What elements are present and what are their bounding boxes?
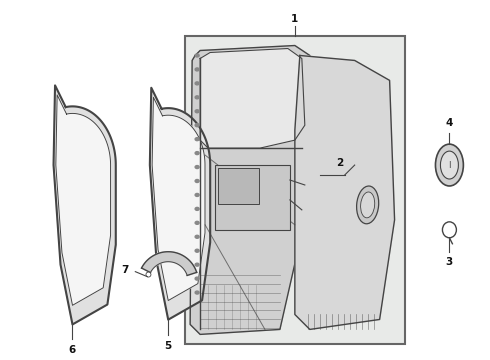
Polygon shape bbox=[53, 85, 116, 324]
Polygon shape bbox=[200, 49, 305, 148]
Ellipse shape bbox=[436, 144, 464, 186]
Ellipse shape bbox=[195, 96, 199, 99]
Text: 3: 3 bbox=[446, 257, 453, 267]
Ellipse shape bbox=[195, 110, 199, 113]
Ellipse shape bbox=[195, 277, 199, 280]
Ellipse shape bbox=[357, 186, 379, 224]
Ellipse shape bbox=[361, 192, 375, 218]
Ellipse shape bbox=[195, 166, 199, 168]
Ellipse shape bbox=[195, 138, 199, 141]
Polygon shape bbox=[152, 97, 205, 301]
FancyBboxPatch shape bbox=[215, 165, 290, 230]
Text: 7: 7 bbox=[122, 265, 129, 275]
Ellipse shape bbox=[195, 249, 199, 252]
Polygon shape bbox=[56, 95, 111, 305]
Ellipse shape bbox=[195, 124, 199, 127]
Polygon shape bbox=[190, 45, 315, 334]
Text: 2: 2 bbox=[336, 158, 343, 168]
Ellipse shape bbox=[146, 272, 151, 277]
Polygon shape bbox=[142, 252, 196, 275]
FancyBboxPatch shape bbox=[185, 36, 405, 345]
Ellipse shape bbox=[195, 68, 199, 71]
Text: 1: 1 bbox=[291, 14, 298, 24]
Ellipse shape bbox=[195, 263, 199, 266]
Ellipse shape bbox=[195, 207, 199, 210]
Ellipse shape bbox=[195, 221, 199, 224]
Ellipse shape bbox=[441, 151, 458, 179]
Ellipse shape bbox=[195, 82, 199, 85]
Ellipse shape bbox=[195, 180, 199, 183]
Polygon shape bbox=[150, 88, 210, 320]
Ellipse shape bbox=[195, 235, 199, 238]
Ellipse shape bbox=[195, 291, 199, 294]
Ellipse shape bbox=[195, 152, 199, 154]
Ellipse shape bbox=[195, 54, 199, 57]
Text: 6: 6 bbox=[69, 345, 76, 355]
Text: 5: 5 bbox=[165, 341, 172, 351]
Polygon shape bbox=[295, 55, 394, 329]
Text: 4: 4 bbox=[446, 118, 453, 128]
FancyBboxPatch shape bbox=[218, 168, 259, 204]
Ellipse shape bbox=[195, 193, 199, 197]
Text: I: I bbox=[448, 161, 451, 170]
